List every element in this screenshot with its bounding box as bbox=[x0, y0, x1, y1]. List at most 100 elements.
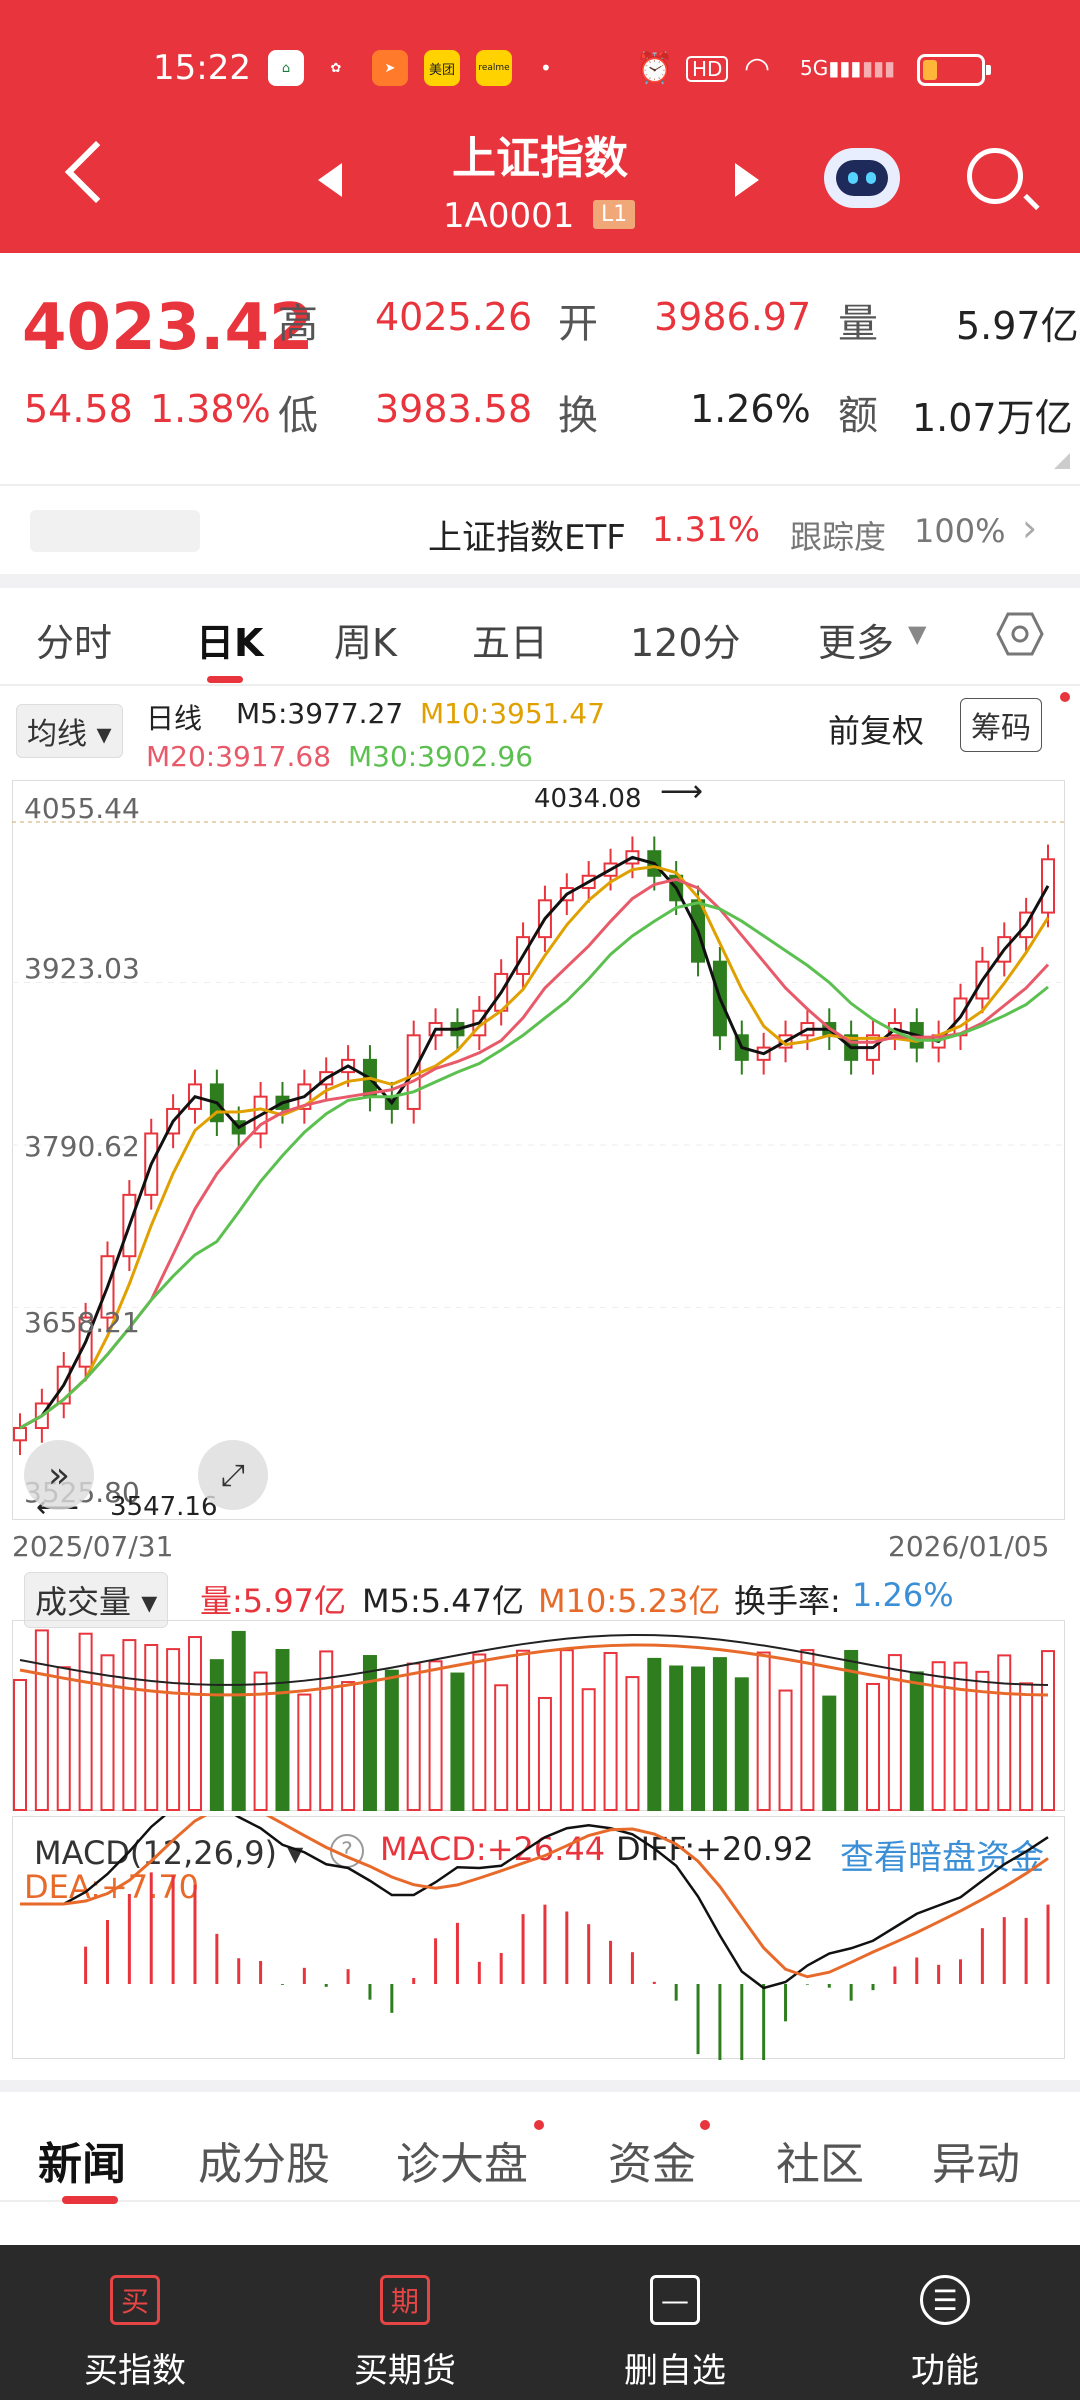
alarm-icon: ⏰ bbox=[636, 50, 674, 86]
menu-icon: ☰ bbox=[920, 2275, 970, 2325]
max-price-label: 4034.08 bbox=[534, 784, 642, 814]
volume-bar bbox=[450, 1672, 465, 1811]
volume-bar bbox=[603, 1651, 618, 1812]
blurred-banner bbox=[30, 510, 200, 552]
volume-bar bbox=[822, 1695, 837, 1811]
volume-m5: M5:5.47亿 bbox=[362, 1582, 525, 1620]
status-time: 15:22 bbox=[153, 48, 251, 88]
volume-bar bbox=[275, 1649, 290, 1811]
tab-weekly-k[interactable]: 周K bbox=[334, 621, 397, 665]
next-stock-icon[interactable] bbox=[735, 163, 759, 197]
ai-assistant-icon[interactable] bbox=[824, 148, 900, 208]
hd-icon: HD bbox=[686, 56, 729, 82]
prev-stock-icon[interactable] bbox=[318, 163, 342, 197]
macd-selector[interactable]: MACD(12,26,9) ▾ bbox=[24, 1830, 314, 1876]
macd-chart[interactable] bbox=[12, 1816, 1068, 2060]
tab-more[interactable]: 更多 bbox=[818, 621, 895, 665]
volume-bar bbox=[494, 1684, 509, 1811]
active-tab-indicator bbox=[207, 676, 243, 683]
bottom-nav: 买 买指数 期 买期货 — 删自选 ☰ 功能 bbox=[0, 2245, 1080, 2400]
turnover-rate-value: 1.26% bbox=[852, 1576, 954, 1614]
top-header: 15:22 ⌂ ✿ ➤ 美团 realme • ⏰ HD ◠ 5G▮▮▮ ▮▮▮… bbox=[0, 0, 1080, 253]
tab-daily-k[interactable]: 日K bbox=[196, 621, 264, 665]
signal-icon: ▮▮▮ bbox=[862, 56, 896, 80]
turnover-label: 换 bbox=[558, 393, 598, 439]
volume-bar bbox=[931, 1661, 946, 1811]
ytick-1: 3923.03 bbox=[24, 952, 140, 985]
volume-bar bbox=[297, 1693, 312, 1811]
functions-button[interactable]: ☰ 功能 bbox=[810, 2245, 1080, 2400]
back-icon[interactable] bbox=[64, 140, 128, 204]
volume-bar bbox=[887, 1654, 902, 1811]
expand-corner-icon[interactable] bbox=[1054, 453, 1070, 469]
page-title: 上证指数 bbox=[452, 133, 628, 184]
tab-funds[interactable]: 资金 bbox=[608, 2139, 696, 2190]
kline-chart[interactable] bbox=[12, 780, 1068, 1520]
volume-bar bbox=[909, 1671, 924, 1811]
search-icon[interactable] bbox=[967, 148, 1023, 204]
ytick-0: 4055.44 bbox=[24, 792, 140, 825]
dark-pool-link[interactable]: 查看暗盘资金 bbox=[840, 1838, 1044, 1878]
ma-line-m20 bbox=[19, 877, 1050, 1430]
ma-selector[interactable]: 均线 ▾ bbox=[16, 704, 123, 758]
etf-pct: 1.31% bbox=[652, 510, 761, 550]
volume-label: 量 bbox=[838, 301, 878, 347]
volume-ma10-line bbox=[19, 1643, 1049, 1697]
buy-index-button[interactable]: 买 买指数 bbox=[0, 2245, 270, 2400]
fullscreen-icon[interactable]: ⤢ bbox=[198, 1440, 268, 1510]
volume-m10: M10:5.23亿 bbox=[538, 1582, 721, 1620]
remove-watchlist-button[interactable]: — 删自选 bbox=[540, 2245, 810, 2400]
funds-dot bbox=[700, 2120, 710, 2130]
dea-line bbox=[20, 1816, 1049, 1979]
volume-selector[interactable]: 成交量 ▾ bbox=[24, 1572, 169, 1628]
tab-constituents[interactable]: 成分股 bbox=[198, 2139, 330, 2190]
period-label: 日线 bbox=[146, 702, 203, 735]
minus-icon: — bbox=[650, 2275, 700, 2325]
amount-label: 额 bbox=[838, 393, 878, 439]
volume-bar bbox=[844, 1649, 859, 1812]
settings-hex-icon[interactable] bbox=[996, 610, 1044, 658]
etf-name: 上证指数ETF bbox=[428, 518, 626, 558]
m30-label: M30:3902.96 bbox=[348, 740, 534, 773]
buy-futures-button[interactable]: 期 买期货 bbox=[270, 2245, 540, 2400]
tab-intraday[interactable]: 分时 bbox=[36, 621, 113, 665]
battery-icon bbox=[917, 54, 991, 86]
chips-button[interactable]: 筹码 bbox=[960, 698, 1042, 752]
volume-bar bbox=[122, 1639, 137, 1812]
volume-bar bbox=[100, 1654, 115, 1812]
tab-community[interactable]: 社区 bbox=[776, 2139, 864, 2190]
stock-code: 1A0001 bbox=[443, 196, 575, 236]
ma-line-m10 bbox=[19, 865, 1050, 1430]
tab-five-day[interactable]: 五日 bbox=[472, 621, 549, 665]
tab-news[interactable]: 新闻 bbox=[38, 2139, 126, 2190]
m20-label: M20:3917.68 bbox=[146, 740, 332, 773]
macd-value: MACD:+26.44 bbox=[380, 1830, 606, 1868]
volume-bar bbox=[362, 1655, 377, 1811]
volume-bar bbox=[78, 1632, 93, 1812]
high-label: 高 bbox=[278, 301, 318, 347]
divider bbox=[0, 574, 1080, 588]
volume-bar bbox=[406, 1662, 421, 1812]
tab-120min[interactable]: 120分 bbox=[630, 621, 741, 665]
adjust-label[interactable]: 前复权 bbox=[828, 712, 925, 750]
quote-panel: 4023.42 54.58 1.38% 高 4025.26 低 3983.58 … bbox=[0, 253, 1080, 483]
buy-futures-label: 买期货 bbox=[354, 2351, 456, 2391]
open-label: 开 bbox=[558, 301, 598, 347]
etf-bar[interactable]: 上证指数ETF 1.31% 跟踪度 100% › bbox=[0, 484, 1080, 574]
5g-signal-icon: 5G▮▮▮ bbox=[800, 56, 862, 80]
volume-bar bbox=[516, 1649, 531, 1811]
tab-diagnosis[interactable]: 诊大盘 bbox=[396, 2139, 528, 2190]
tab-movement[interactable]: 异动 bbox=[932, 2139, 1020, 2190]
volume-bar bbox=[144, 1644, 159, 1811]
date-end: 2026/01/05 bbox=[888, 1530, 1050, 1563]
volume-bar bbox=[581, 1688, 596, 1811]
max-arrow-icon: ⟶ bbox=[660, 774, 704, 809]
dot-icon: • bbox=[540, 56, 552, 80]
volume-ma5-line bbox=[19, 1634, 1049, 1686]
volume-value-label: 量:5.97亿 bbox=[200, 1582, 347, 1620]
expand-left-icon[interactable]: » bbox=[24, 1440, 94, 1510]
volume-bar bbox=[1019, 1682, 1034, 1811]
volume-chart[interactable] bbox=[12, 1620, 1068, 1812]
volume-bar bbox=[537, 1696, 552, 1811]
volume-bar bbox=[209, 1659, 224, 1812]
